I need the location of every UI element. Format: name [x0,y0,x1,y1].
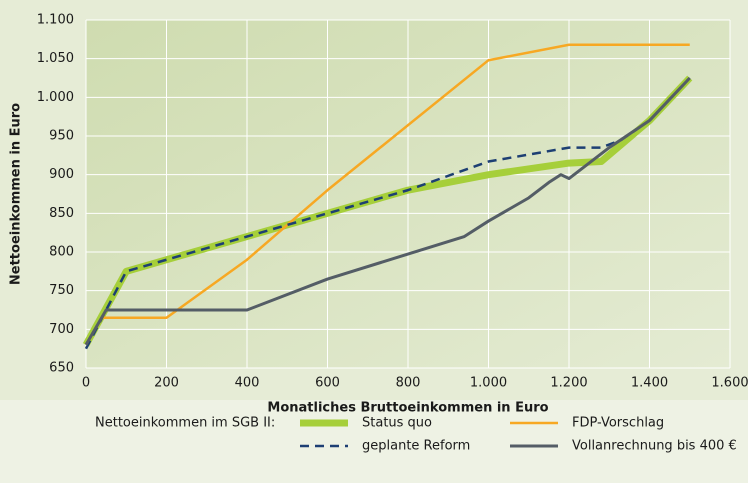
legend-label: Vollanrechnung bis 400 € [572,439,737,454]
chart: Monatliches Bruttoeinkommen in Euro Nett… [0,0,748,483]
x-tick-label: 200 [154,376,179,391]
y-tick-label: 900 [49,167,74,182]
x-axis-title: Monatliches Bruttoeinkommen in Euro [267,401,548,416]
y-tick-label: 750 [49,283,74,298]
y-tick-label: 1.000 [37,90,74,105]
x-tick-label: 1.400 [631,376,668,391]
y-tick-label: 1.100 [37,13,74,28]
y-tick-label: 850 [49,206,74,221]
y-axis-title: Nettoeinkommen in Euro [9,103,24,285]
page: Monatliches Bruttoeinkommen in Euro Nett… [0,0,748,483]
x-tick-label: 600 [315,376,340,391]
x-tick-label: 800 [396,376,421,391]
legend-label: Status quo [362,416,432,431]
y-tick-label: 950 [49,129,74,144]
x-tick-label: 1.000 [470,376,507,391]
y-tick-label: 800 [49,245,74,260]
x-tick-label: 400 [235,376,260,391]
legend-label: geplante Reform [362,439,470,454]
x-tick-label: 0 [82,376,90,391]
y-tick-label: 650 [49,361,74,376]
legend-title: Nettoeinkommen im SGB II: [95,416,275,431]
x-tick-label: 1.200 [550,376,587,391]
y-tick-label: 700 [49,322,74,337]
legend-label: FDP-Vorschlag [572,416,664,431]
x-tick-label: 1.600 [711,376,748,391]
y-tick-label: 1.050 [37,51,74,66]
